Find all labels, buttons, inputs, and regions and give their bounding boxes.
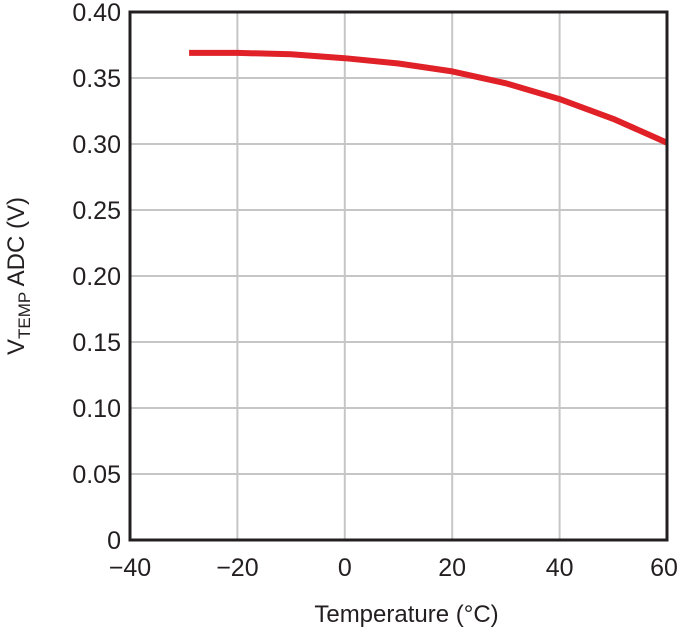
y-axis-label-main: V [3, 339, 30, 355]
y-axis-label: VTEMP ADC (V) [3, 197, 34, 355]
x-tick-label: −40 [109, 554, 151, 582]
x-tick-label: 60 [650, 554, 678, 582]
y-tick-labels: 0 0.05 0.10 0.15 0.20 0.25 0.30 0.35 0.40 [72, 0, 121, 555]
y-tick-label: 0.20 [72, 263, 121, 291]
x-tick-label: 20 [438, 554, 466, 582]
x-axis-label: Temperature (°C) [314, 601, 498, 628]
x-tick-label: 0 [338, 554, 352, 582]
y-tick-label: 0.10 [72, 395, 121, 423]
x-tick-label: −20 [216, 554, 258, 582]
y-tick-label: 0.25 [72, 197, 121, 225]
x-tick-label: 40 [546, 554, 574, 582]
series-line [189, 49, 669, 146]
y-axis-label-subscript: TEMP [15, 292, 34, 339]
grid-lines [130, 12, 667, 540]
y-tick-label: 0.05 [72, 461, 121, 489]
y-tick-label: 0 [107, 527, 121, 555]
y-tick-label: 0.35 [72, 65, 121, 93]
y-tick-label: 0.40 [72, 0, 121, 27]
x-tick-labels: −40 −20 0 20 40 60 [109, 554, 678, 582]
y-axis-label-rest: ADC (V) [3, 197, 30, 292]
y-tick-label: 0.15 [72, 329, 121, 357]
plot-frame [128, 10, 669, 542]
y-tick-label: 0.30 [72, 131, 121, 159]
series-group [189, 49, 669, 146]
